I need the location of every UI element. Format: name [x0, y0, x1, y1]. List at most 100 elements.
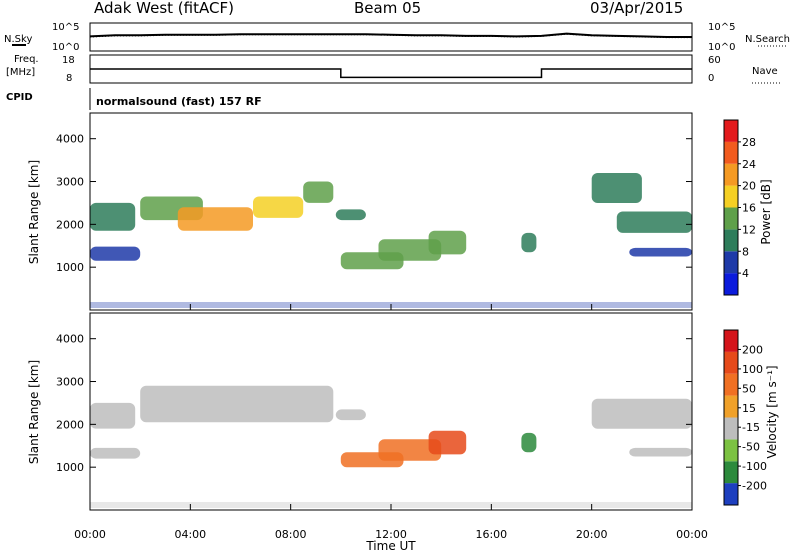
power-colorbar-label: Power [dB] [759, 179, 773, 244]
colorbar-tick-label: 4 [742, 267, 749, 280]
y-tick-label: 1000 [56, 461, 84, 474]
colorbar-segment [724, 395, 738, 418]
colorbar-tick-label: 28 [742, 136, 756, 149]
heatmap-region [253, 196, 304, 218]
colorbar-tick-label: 15 [742, 402, 756, 415]
cpid-label: CPID [6, 92, 33, 103]
colorbar-segment [724, 439, 738, 462]
y-tick-label: 4000 [56, 333, 84, 346]
velocity-regions [90, 385, 692, 508]
freq-tick-high: 18 [62, 55, 75, 66]
freq-label: Freq. [14, 54, 39, 65]
colorbar-segment [724, 461, 738, 484]
x-tick-label: 16:00 [475, 528, 507, 541]
heatmap-region [140, 385, 334, 423]
heatmap-region [591, 398, 692, 429]
heatmap-region [378, 239, 442, 261]
heatmap-region [629, 247, 692, 257]
heatmap-region [378, 439, 442, 461]
date-title: 03/Apr/2015 [590, 0, 683, 17]
velocity-colorbar: 200 100 50 15 -15 -50 -100 -200 [723, 329, 767, 506]
colorbar-tick-label: 100 [742, 363, 763, 376]
noise-tick-left-low: 10^0 [52, 42, 79, 53]
heatmap-region [303, 181, 334, 203]
colorbar-segment [724, 273, 738, 295]
y-tick-label: 3000 [56, 376, 84, 389]
power-y-ticks: 1000 2000 3000 4000 [56, 133, 692, 274]
freq-tick-low: 8 [66, 73, 72, 84]
freq-panel: Freq. [MHz] 18 8 60 0 Nave [6, 54, 780, 84]
y-tick-label: 2000 [56, 218, 84, 231]
heatmap-region [90, 402, 136, 429]
x-tick-label: 20:00 [576, 528, 608, 541]
colorbar-segment [724, 417, 738, 440]
colorbar-segment [724, 207, 738, 230]
colorbar-segment [724, 483, 738, 505]
nave-tick-low: 0 [708, 73, 714, 84]
x-tick-label: 04:00 [174, 528, 206, 541]
heatmap-region [521, 432, 537, 453]
power-panel: 1000 2000 3000 4000 Slant Range [km] 4 8 12 16… [27, 112, 773, 311]
heatmap-region [428, 230, 467, 255]
nsearch-label: N.Search [745, 34, 790, 45]
colorbar-segment [724, 351, 738, 374]
x-tick-label: 08:00 [275, 528, 307, 541]
colorbar-tick-label: -200 [742, 480, 767, 493]
colorbar-tick-label: -15 [742, 421, 760, 434]
power-ylabel: Slant Range [km] [27, 160, 41, 264]
colorbar-segment [724, 330, 738, 352]
nave-label: Nave [752, 66, 778, 77]
colorbar-tick-label: 16 [742, 202, 756, 215]
colorbar-segment [724, 251, 738, 274]
heatmap-region [90, 246, 141, 261]
heatmap-region [428, 430, 467, 455]
heatmap-region [335, 209, 366, 221]
velocity-panel: 1000 2000 3000 4000 Slant Range [km] 200 100… [27, 312, 779, 511]
freq-series-group [90, 68, 692, 84]
noise-panel: N.Sky 10^5 10^0 10^5 10^0 N.Search [4, 22, 790, 53]
colorbar-segment [724, 163, 738, 186]
heatmap-region [616, 211, 693, 233]
freq-series-line [90, 68, 692, 79]
colorbar-tick-label: 50 [742, 382, 756, 395]
time-xlabel: Time UT [365, 539, 416, 553]
freq-unit: [MHz] [6, 67, 35, 78]
x-tick-label: 00:00 [74, 528, 106, 541]
colorbar-segment [724, 185, 738, 208]
x-tick-label: 00:00 [676, 528, 708, 541]
y-tick-label: 2000 [56, 418, 84, 431]
colorbar-frame [723, 329, 739, 506]
power-regions [90, 173, 693, 308]
y-tick-label: 3000 [56, 176, 84, 189]
heatmap-region [629, 447, 692, 457]
colorbar-tick-label: 8 [742, 245, 749, 258]
x-tick-label: 12:00 [375, 528, 407, 541]
y-tick-label: 4000 [56, 133, 84, 146]
noise-tick-right-low: 10^0 [708, 42, 735, 53]
noise-tick-left-high: 10^5 [52, 22, 79, 33]
cpid-text: normalsound (fast) 157 RF [96, 95, 262, 108]
power-colorbar: 4 8 12 16 20 24 28 [723, 119, 756, 296]
heatmap-region [177, 207, 253, 231]
noise-series-line [89, 32, 692, 38]
colorbar-segment [724, 229, 738, 252]
velocity-colorbar-label: Velocity [m s⁻¹] [765, 365, 779, 458]
heatmap-region [90, 202, 136, 231]
noise-series-group [89, 32, 692, 39]
colorbar-tick-label: 20 [742, 180, 756, 193]
velocity-ylabel: Slant Range [km] [27, 360, 41, 464]
nave-tick-high: 60 [708, 55, 721, 66]
colorbar-segment [724, 120, 738, 142]
heatmap-region [591, 173, 642, 203]
colorbar-tick-label: -50 [742, 441, 760, 454]
colorbar-tick-label: 12 [742, 223, 756, 236]
heatmap-region [90, 447, 141, 459]
colorbar-segment [724, 373, 738, 396]
heatmap-region [521, 232, 537, 253]
nsky-label: N.Sky [4, 34, 32, 45]
velocity-y-ticks: 1000 2000 3000 4000 [56, 333, 692, 474]
noise-panel-frame [89, 22, 693, 52]
colorbar-tick-label: -100 [742, 460, 767, 473]
